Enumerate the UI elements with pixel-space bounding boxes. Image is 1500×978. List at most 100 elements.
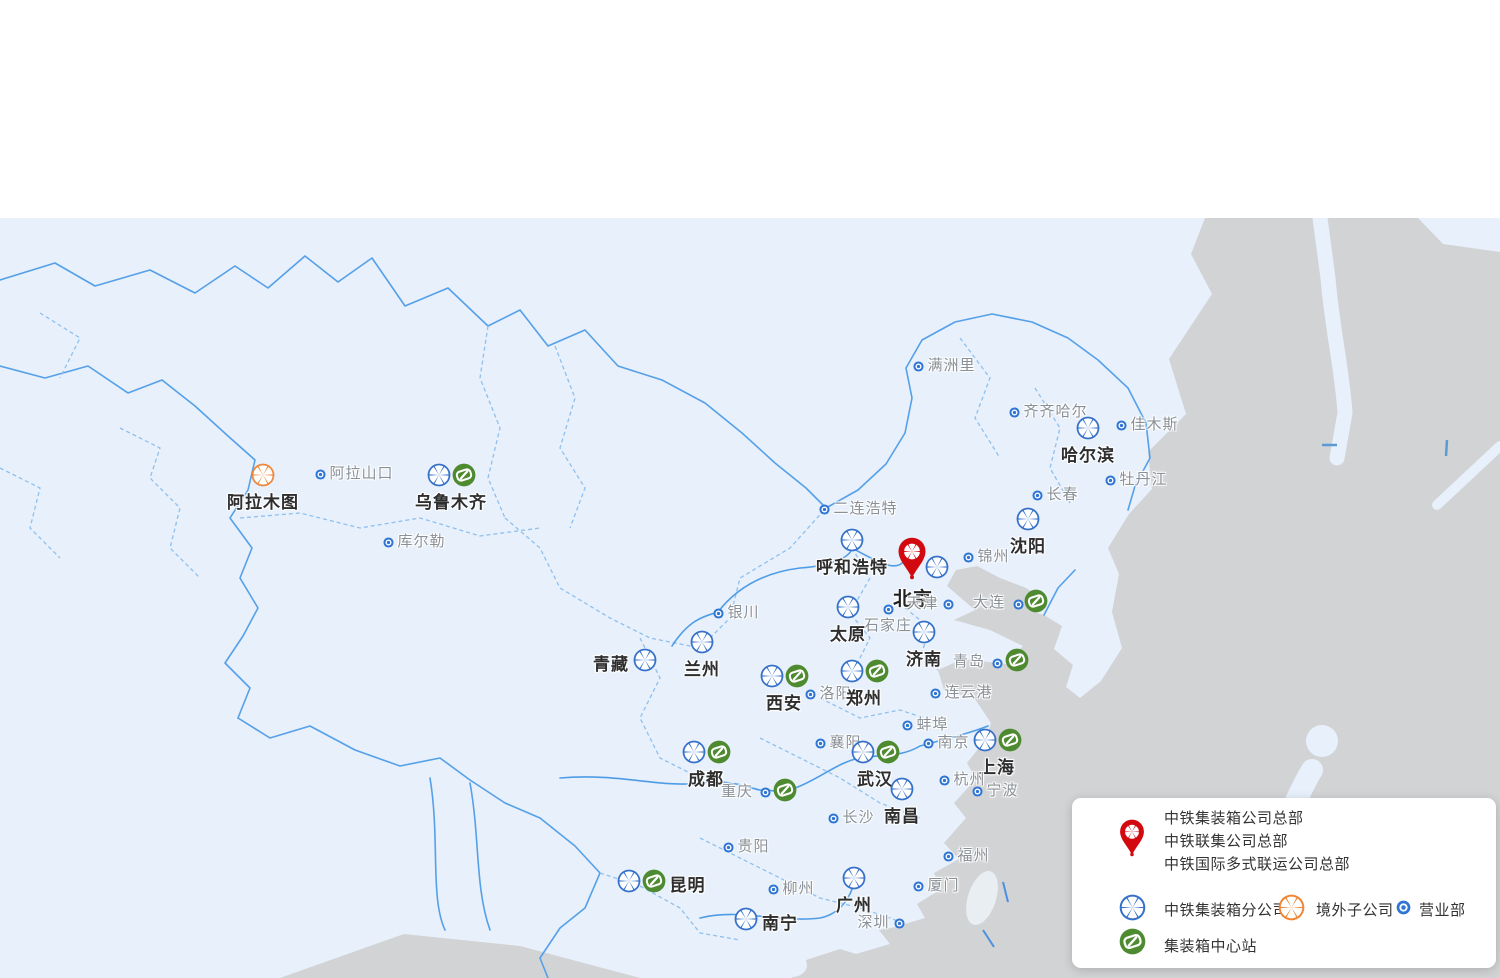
- business-office-icon[interactable]: [893, 916, 905, 934]
- city-label: 杭州: [953, 771, 986, 788]
- container-center-icon: [1119, 928, 1146, 960]
- city-label: 青岛: [952, 653, 985, 670]
- city-label: 天津: [906, 595, 939, 612]
- container-center-icon[interactable]: [785, 664, 809, 693]
- headquarters-pin-icon: [1117, 818, 1147, 862]
- branch-company-icon[interactable]: [617, 869, 641, 898]
- business-office-icon[interactable]: [1008, 405, 1020, 423]
- business-office-icon[interactable]: [759, 785, 771, 803]
- branch-company-icon[interactable]: [760, 664, 784, 693]
- city-label: 哈尔滨: [1061, 446, 1115, 465]
- business-office-icon[interactable]: [1012, 597, 1024, 615]
- legend-center-label: 集装箱中心站: [1164, 938, 1258, 955]
- city-label: 满洲里: [927, 357, 976, 374]
- business-office-icon[interactable]: [1115, 418, 1127, 436]
- legend-hq-line-1: 中铁集装箱公司总部: [1164, 810, 1304, 827]
- city-label: 齐齐哈尔: [1023, 403, 1088, 420]
- business-office-icon[interactable]: [962, 550, 974, 568]
- branch-company-icon[interactable]: [973, 728, 997, 757]
- business-office-icon[interactable]: [767, 882, 779, 900]
- business-office-icon[interactable]: [901, 718, 913, 736]
- branch-company-icon[interactable]: [840, 528, 864, 557]
- business-office-icon[interactable]: [314, 467, 326, 485]
- city-label: 南宁: [762, 914, 798, 933]
- branch-company-icon[interactable]: [842, 866, 866, 895]
- headquarters-pin-icon[interactable]: [895, 536, 929, 585]
- branch-company-icon[interactable]: [836, 595, 860, 624]
- business-office-icon[interactable]: [912, 879, 924, 897]
- city-label: 宁波: [986, 782, 1019, 799]
- legend-panel: 中铁集装箱公司总部 中铁联集公司总部 中铁国际多式联运公司总部 中铁集装箱分公司…: [1072, 798, 1496, 968]
- business-office-icon[interactable]: [912, 359, 924, 377]
- branch-company-icon[interactable]: [925, 555, 949, 584]
- branch-company-icon[interactable]: [690, 630, 714, 659]
- business-office-icon[interactable]: [1104, 473, 1116, 491]
- branch-company-icon[interactable]: [427, 463, 451, 492]
- city-label: 库尔勒: [397, 533, 446, 550]
- container-center-icon[interactable]: [865, 659, 889, 688]
- city-label: 石家庄: [863, 616, 912, 634]
- city-label: 牡丹江: [1119, 471, 1168, 488]
- city-label: 呼和浩特: [816, 558, 888, 577]
- business-office-icon[interactable]: [382, 535, 394, 553]
- container-center-icon[interactable]: [1005, 648, 1029, 677]
- city-label: 锦州: [977, 548, 1010, 565]
- business-office-icon[interactable]: [942, 849, 954, 867]
- branch-company-icon[interactable]: [912, 620, 936, 649]
- china-map-canvas[interactable]: [0, 218, 1500, 978]
- sea-southwest: [280, 934, 640, 978]
- city-label: 洛阳: [819, 685, 852, 702]
- branch-company-icon[interactable]: [851, 740, 875, 769]
- city-label: 银川: [727, 604, 760, 621]
- branch-company-icon[interactable]: [1076, 416, 1100, 445]
- branch-company-icon[interactable]: [633, 648, 657, 677]
- container-center-icon[interactable]: [452, 463, 476, 492]
- business-office-icon[interactable]: [938, 773, 950, 791]
- legend-hq-lines: 中铁集装箱公司总部 中铁联集公司总部 中铁国际多式联运公司总部: [1164, 807, 1350, 876]
- business-office-icon[interactable]: [922, 736, 934, 754]
- business-office-icon[interactable]: [929, 686, 941, 704]
- business-office-icon[interactable]: [942, 597, 954, 615]
- business-office-icon[interactable]: [971, 784, 983, 802]
- business-office-icon[interactable]: [814, 736, 826, 754]
- branch-company-icon[interactable]: [734, 907, 758, 936]
- sea-east: [792, 218, 1500, 978]
- city-label: 南昌: [884, 807, 920, 826]
- city-label: 大连: [972, 594, 1005, 611]
- legend-branch-label: 中铁集装箱分公司: [1164, 902, 1289, 919]
- city-label: 柳州: [782, 880, 815, 897]
- overseas-subsidiary-icon[interactable]: [251, 463, 275, 492]
- business-office-icon[interactable]: [827, 811, 839, 829]
- city-label: 厦门: [927, 877, 960, 894]
- business-office-icon[interactable]: [818, 502, 830, 520]
- city-label: 沈阳: [1010, 537, 1046, 556]
- city-label: 乌鲁木齐: [415, 493, 487, 512]
- legend-hq-line-3: 中铁国际多式联运公司总部: [1164, 856, 1351, 873]
- container-center-icon[interactable]: [1024, 589, 1048, 618]
- container-center-icon[interactable]: [998, 728, 1022, 757]
- branch-company-icon[interactable]: [890, 777, 914, 806]
- container-center-icon[interactable]: [876, 740, 900, 769]
- business-office-icon[interactable]: [991, 656, 1003, 674]
- business-office-icon[interactable]: [722, 840, 734, 858]
- branch-company-icon[interactable]: [682, 740, 706, 769]
- city-label: 武汉: [857, 770, 893, 789]
- business-office-icon[interactable]: [882, 602, 894, 620]
- business-office-icon[interactable]: [804, 687, 816, 705]
- business-office-icon[interactable]: [712, 606, 724, 624]
- legend-overseas-label: 境外子公司: [1316, 902, 1394, 919]
- city-label: 青藏: [593, 655, 629, 674]
- branch-company-icon[interactable]: [840, 659, 864, 688]
- container-center-icon[interactable]: [773, 778, 797, 807]
- container-center-icon[interactable]: [642, 869, 666, 898]
- business-office-icon[interactable]: [1031, 488, 1043, 506]
- city-label: 广州: [836, 896, 872, 915]
- country-borders: [0, 255, 1151, 978]
- container-center-icon[interactable]: [707, 740, 731, 769]
- business-office-icon: [1396, 900, 1411, 920]
- city-label: 重庆: [720, 783, 753, 800]
- city-label: 西安: [766, 694, 802, 713]
- branch-company-icon[interactable]: [1016, 507, 1040, 536]
